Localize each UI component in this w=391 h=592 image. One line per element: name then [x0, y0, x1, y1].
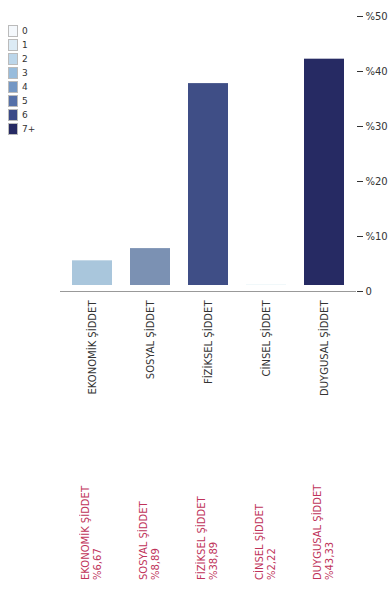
html-text:DUYGUSAL ŞİDDET: DUYGUSAL ŞİDDET: [312, 484, 324, 580]
svg-text:%10: %10: [366, 231, 388, 242]
html-text:6: 6: [22, 110, 28, 120]
html-text:%6,67: %6,67: [91, 548, 103, 580]
svg-text:EKONOMİK ŞİDDET: EKONOMİK ŞİDDET: [86, 300, 98, 395]
svg-text:DUYGUSAL ŞİDDET: DUYGUSAL ŞİDDET: [318, 300, 330, 396]
svg-text:SOSYAL ŞİDDET: SOSYAL ŞİDDET: [144, 300, 156, 380]
html-text:5: 5: [22, 96, 28, 106]
svg-text:0: 0: [366, 286, 372, 297]
html-text:%8,89: %8,89: [149, 548, 161, 580]
html-text:FİZİKSEL ŞİDDET: FİZİKSEL ŞİDDET: [196, 496, 207, 580]
svg-text:%40: %40: [366, 66, 388, 77]
html-text:%2,22: %2,22: [266, 548, 277, 580]
svg-text:CİNSEL ŞİDDET: CİNSEL ŞİDDET: [260, 300, 272, 377]
html-text:2: 2: [22, 54, 28, 64]
html-text:EKONOMİK ŞİDDET: EKONOMİK ŞİDDET: [79, 486, 91, 580]
svg-text:%20: %20: [366, 176, 388, 187]
svg-text:%30: %30: [366, 121, 388, 132]
html-text:%38,89: %38,89: [208, 541, 219, 580]
html-text:%43,33: %43,33: [324, 541, 336, 580]
html-text:CİNSEL ŞİDDET: CİNSEL ŞİDDET: [254, 504, 265, 580]
svg-text:%50: %50: [366, 11, 388, 22]
html-text:7+: 7+: [22, 124, 36, 134]
html-text:SOSYAL ŞİDDET: SOSYAL ŞİDDET: [137, 501, 149, 580]
html-text:1: 1: [22, 40, 28, 50]
svg-text:FİZİKSEL ŞİDDET: FİZİKSEL ŞİDDET: [202, 300, 214, 384]
html-text:4: 4: [22, 82, 28, 92]
html-text:0: 0: [22, 26, 28, 36]
html-text:3: 3: [22, 68, 28, 78]
